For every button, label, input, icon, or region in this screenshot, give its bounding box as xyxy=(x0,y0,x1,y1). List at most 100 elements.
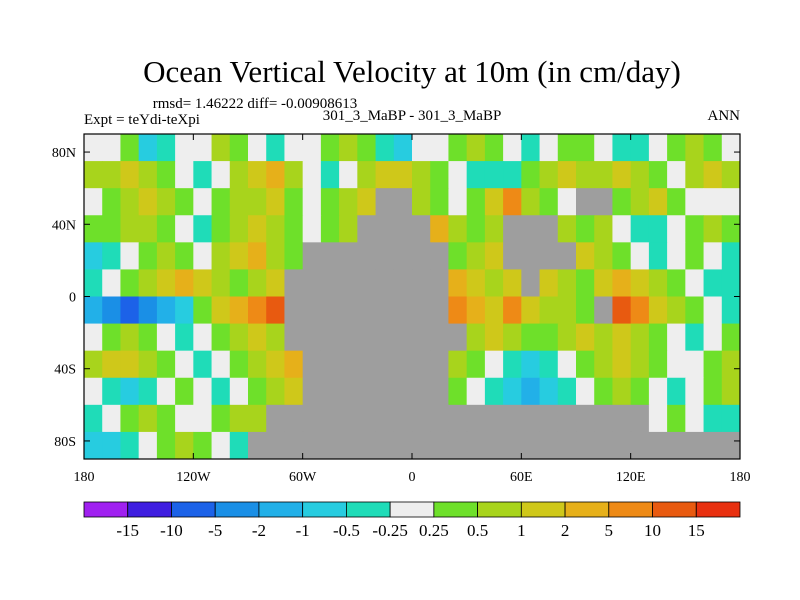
field-cell xyxy=(211,161,231,189)
field-cell xyxy=(503,161,522,189)
land-cell xyxy=(430,323,449,352)
land-cell xyxy=(320,323,340,352)
land-cell xyxy=(430,269,449,297)
field-cell xyxy=(484,188,504,216)
field-cell xyxy=(357,188,377,216)
field-cell xyxy=(466,188,486,216)
field-cell xyxy=(120,134,140,162)
land-cell xyxy=(320,350,340,379)
land-cell xyxy=(412,404,431,433)
field-cell xyxy=(612,323,632,352)
field-cell xyxy=(120,161,140,189)
field-cell xyxy=(667,242,686,270)
field-cell xyxy=(557,215,577,243)
field-cell xyxy=(175,404,194,433)
land-cell xyxy=(412,215,431,243)
field-cell xyxy=(120,404,140,433)
land-cell xyxy=(375,269,395,297)
field-cell xyxy=(612,161,632,189)
field-cell xyxy=(156,242,176,270)
land-cell xyxy=(357,350,377,379)
field-cell xyxy=(630,134,650,162)
field-cell xyxy=(594,350,613,379)
field-cell xyxy=(539,161,559,189)
land-cell xyxy=(430,404,449,433)
field-cell xyxy=(576,242,595,270)
land-cell xyxy=(721,431,741,460)
field-cell xyxy=(284,134,304,162)
field-cell xyxy=(594,215,613,243)
field-cell xyxy=(648,296,668,325)
field-cell xyxy=(156,215,176,243)
land-cell xyxy=(375,242,395,270)
field-cell xyxy=(120,431,140,460)
field-cell xyxy=(630,215,650,243)
field-cell xyxy=(102,161,121,189)
field-cell xyxy=(120,269,140,297)
field-cell xyxy=(667,134,686,162)
field-cell xyxy=(721,215,741,243)
land-cell xyxy=(539,242,559,270)
field-cell xyxy=(685,269,705,297)
land-cell xyxy=(375,296,395,325)
field-cell xyxy=(703,269,723,297)
field-cell xyxy=(557,269,577,297)
field-cell xyxy=(102,431,121,460)
land-cell xyxy=(284,296,304,325)
field-cell xyxy=(357,161,377,189)
land-cell xyxy=(630,431,650,460)
field-cell xyxy=(84,269,103,297)
field-cell xyxy=(120,350,140,379)
field-cell xyxy=(521,323,541,352)
field-cell xyxy=(594,377,613,406)
field-cell xyxy=(302,134,322,162)
field-cell xyxy=(466,296,486,325)
experiment-label: Expt = teYdi-teXpi xyxy=(84,112,200,128)
field-cell xyxy=(284,350,304,379)
field-cell xyxy=(612,350,632,379)
field-cell xyxy=(229,242,249,270)
land-cell xyxy=(430,296,449,325)
field-cell xyxy=(430,188,449,216)
x-tick-label: 60W xyxy=(289,470,317,485)
land-cell xyxy=(284,404,304,433)
field-cell xyxy=(156,431,176,460)
field-cell xyxy=(339,161,358,189)
field-cell xyxy=(156,161,176,189)
field-cell xyxy=(430,215,449,243)
colorbar-swatch xyxy=(302,501,347,518)
land-cell xyxy=(357,431,377,460)
field-cell xyxy=(302,161,322,189)
field-cell xyxy=(612,242,632,270)
colorbar-swatch xyxy=(83,501,129,518)
field-cell xyxy=(576,161,595,189)
field-cell xyxy=(448,242,468,270)
colorbar-swatch xyxy=(389,501,435,518)
field-cell xyxy=(175,215,194,243)
field-cell xyxy=(156,134,176,162)
field-cell xyxy=(703,377,723,406)
map-field xyxy=(84,134,741,460)
land-cell xyxy=(302,323,322,352)
field-cell xyxy=(229,296,249,325)
land-cell xyxy=(302,269,322,297)
land-cell xyxy=(393,350,413,379)
field-cell xyxy=(484,134,504,162)
field-cell xyxy=(211,431,231,460)
field-cell xyxy=(193,350,213,379)
field-cell xyxy=(248,296,267,325)
land-cell xyxy=(393,377,413,406)
field-cell xyxy=(466,350,486,379)
field-cell xyxy=(138,161,158,189)
land-cell xyxy=(594,431,613,460)
field-cell xyxy=(484,215,504,243)
field-cell xyxy=(484,377,504,406)
field-cell xyxy=(448,377,468,406)
colorbar-label: -2 xyxy=(252,521,266,540)
field-cell xyxy=(721,377,741,406)
field-cell xyxy=(448,161,468,189)
field-cell xyxy=(557,377,577,406)
field-cell xyxy=(120,215,140,243)
field-cell xyxy=(138,377,158,406)
field-cell xyxy=(685,296,705,325)
